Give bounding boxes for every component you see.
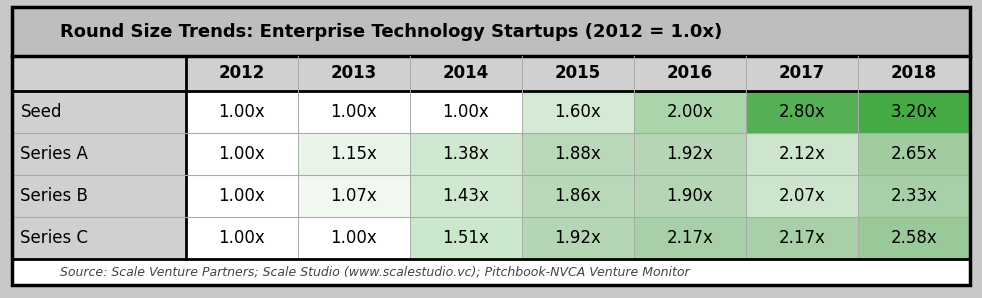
Text: 2012: 2012 [218, 64, 265, 82]
Bar [186, 91, 298, 133]
Text: 1.92x: 1.92x [667, 145, 713, 163]
Text: 2014: 2014 [443, 64, 489, 82]
Bar [746, 133, 858, 175]
Bar [521, 133, 634, 175]
Text: 2018: 2018 [891, 64, 937, 82]
Text: 2.65x: 2.65x [891, 145, 938, 163]
Bar [746, 175, 858, 217]
Text: Source: Scale Venture Partners; Scale Studio (www.scalestudio.vc); Pitchbook-NVC: Source: Scale Venture Partners; Scale St… [60, 265, 689, 278]
Text: 1.92x: 1.92x [555, 229, 601, 247]
Text: 2.58x: 2.58x [891, 229, 938, 247]
Bar [746, 217, 858, 259]
Bar [634, 217, 746, 259]
Bar [858, 55, 970, 91]
Bar [12, 217, 186, 259]
Bar [12, 7, 970, 55]
Text: 2.07x: 2.07x [779, 187, 826, 205]
Text: 2.17x: 2.17x [667, 229, 713, 247]
Bar [12, 55, 186, 91]
Text: 2.17x: 2.17x [779, 229, 826, 247]
Text: Series A: Series A [21, 145, 88, 163]
Text: 1.00x: 1.00x [218, 187, 265, 205]
Bar [12, 133, 186, 175]
Text: 1.00x: 1.00x [330, 229, 377, 247]
Text: Seed: Seed [21, 103, 62, 121]
Text: 1.07x: 1.07x [330, 187, 377, 205]
Bar [409, 133, 521, 175]
Text: 2016: 2016 [667, 64, 713, 82]
Bar [634, 133, 746, 175]
Bar [634, 55, 746, 91]
Text: 2.33x: 2.33x [891, 187, 938, 205]
Text: Series B: Series B [21, 187, 88, 205]
Bar [858, 91, 970, 133]
Text: 1.51x: 1.51x [442, 229, 489, 247]
Bar [858, 175, 970, 217]
Bar [12, 175, 186, 217]
Text: 3.20x: 3.20x [891, 103, 938, 121]
Bar [521, 55, 634, 91]
Text: 1.43x: 1.43x [442, 187, 489, 205]
Bar [858, 217, 970, 259]
Text: 2.00x: 2.00x [667, 103, 713, 121]
Text: 1.00x: 1.00x [218, 145, 265, 163]
Bar [409, 175, 521, 217]
Bar [298, 91, 409, 133]
Bar [12, 259, 970, 285]
Text: 1.86x: 1.86x [555, 187, 601, 205]
Text: 1.00x: 1.00x [218, 229, 265, 247]
Bar [858, 133, 970, 175]
Text: 2017: 2017 [779, 64, 825, 82]
Text: 1.00x: 1.00x [443, 103, 489, 121]
Bar [746, 55, 858, 91]
Bar [409, 91, 521, 133]
Bar [186, 55, 298, 91]
Bar [186, 133, 298, 175]
Text: 1.90x: 1.90x [667, 187, 713, 205]
Text: 2015: 2015 [555, 64, 601, 82]
Bar [186, 217, 298, 259]
Bar [409, 55, 521, 91]
Bar [521, 217, 634, 259]
Text: Series C: Series C [21, 229, 88, 247]
Bar [298, 55, 409, 91]
Text: 2013: 2013 [331, 64, 377, 82]
Bar [521, 175, 634, 217]
Bar [298, 217, 409, 259]
Text: 1.38x: 1.38x [442, 145, 489, 163]
Bar [634, 175, 746, 217]
Text: 2.80x: 2.80x [779, 103, 826, 121]
Text: 2.12x: 2.12x [779, 145, 826, 163]
Bar [409, 217, 521, 259]
Text: 1.15x: 1.15x [330, 145, 377, 163]
Bar [746, 91, 858, 133]
Bar [521, 91, 634, 133]
Text: 1.60x: 1.60x [555, 103, 601, 121]
Text: 1.00x: 1.00x [218, 103, 265, 121]
Text: 1.00x: 1.00x [330, 103, 377, 121]
Text: Round Size Trends: Enterprise Technology Startups (2012 = 1.0x): Round Size Trends: Enterprise Technology… [60, 23, 722, 41]
Bar [186, 175, 298, 217]
Text: 1.88x: 1.88x [555, 145, 601, 163]
Bar [12, 91, 186, 133]
Bar [298, 175, 409, 217]
Bar [298, 133, 409, 175]
Bar [634, 91, 746, 133]
